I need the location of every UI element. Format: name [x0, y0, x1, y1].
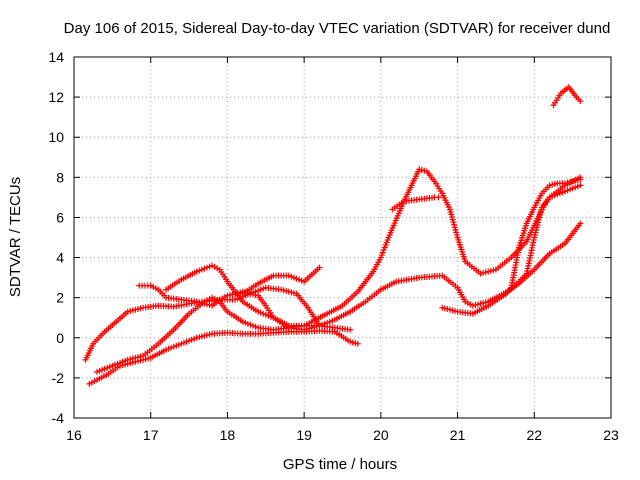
x-tick-label: 23 [603, 427, 619, 443]
y-tick-label: 14 [48, 49, 64, 65]
plot-frame [73, 56, 612, 419]
series-track-g [389, 194, 442, 213]
y-tick-label: 2 [56, 290, 64, 306]
x-tick-label: 21 [450, 427, 466, 443]
x-tick-label: 20 [373, 427, 389, 443]
data-point [577, 176, 584, 183]
y-tick-label: 6 [56, 209, 64, 225]
data-point [577, 98, 584, 105]
data-point [577, 182, 584, 189]
x-axis-label: GPS time / hours [283, 456, 397, 473]
y-tick-label: 10 [48, 129, 64, 145]
y-tick-label: -2 [52, 370, 65, 386]
y-axis: -4 -2 0 2 4 6 8 10 12 14 [48, 49, 611, 426]
x-tick-label: 22 [526, 427, 542, 443]
data-series [82, 84, 584, 387]
y-tick-label: 4 [56, 250, 64, 266]
x-tick-label: 18 [220, 427, 236, 443]
data-point [577, 220, 584, 227]
chart-title: Day 106 of 2015, Sidereal Day-to-day VTE… [64, 20, 611, 37]
series-track-h [439, 174, 584, 317]
data-point [354, 340, 361, 347]
series-track-e [163, 166, 584, 329]
y-tick-label: -4 [52, 410, 65, 426]
data-point [435, 194, 442, 201]
y-tick-label: 0 [56, 330, 64, 346]
x-tick-label: 17 [143, 427, 159, 443]
y-axis-label: SDTVAR / TECUs [7, 177, 24, 297]
y-tick-label: 12 [48, 89, 64, 105]
series-track-f [239, 264, 323, 297]
data-point [316, 264, 323, 271]
series-track-d [136, 220, 584, 333]
series-track-j [550, 84, 584, 109]
x-tick-label: 19 [296, 427, 312, 443]
x-tick-label: 16 [66, 427, 82, 443]
y-tick-label: 8 [56, 169, 64, 185]
x-axis: 16 17 18 19 20 21 22 23 [66, 57, 619, 443]
data-point [347, 326, 354, 333]
series-track-i [508, 176, 584, 291]
